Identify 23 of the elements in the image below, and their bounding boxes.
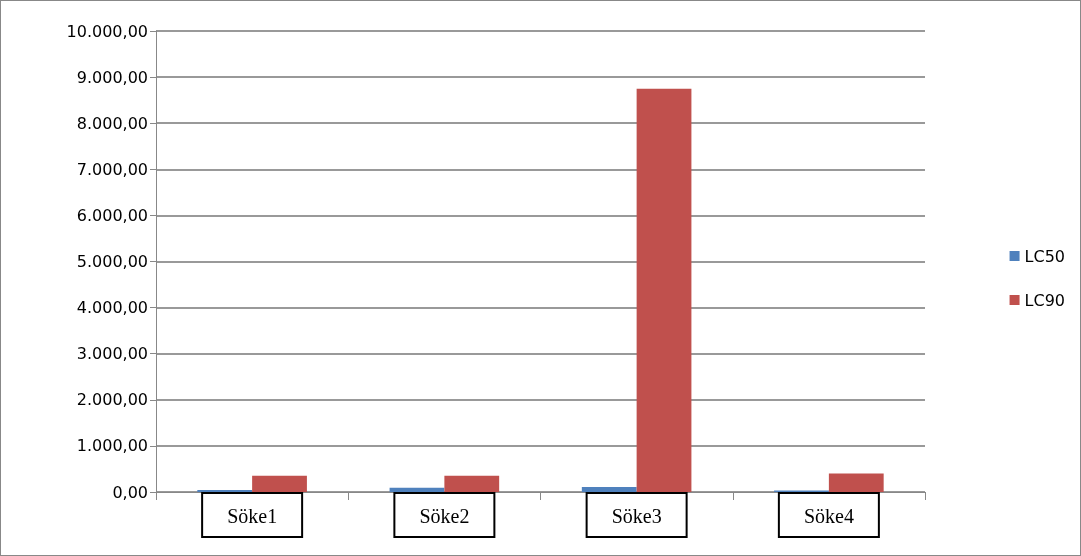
y-tick-label: 3.000,00: [76, 344, 148, 364]
legend-label: LC90: [1024, 290, 1066, 310]
y-tick-label: 8.000,00: [76, 113, 148, 133]
y-tick-label: 10.000,00: [66, 21, 148, 41]
y-tick-label: 7.000,00: [76, 159, 148, 179]
y-tick-label: 0,00: [112, 482, 148, 502]
y-tick-label: 9.000,00: [76, 67, 148, 87]
y-tick-label: 4.000,00: [76, 298, 148, 318]
y-tick-label: 6.000,00: [76, 205, 148, 225]
y-tick-label: 2.000,00: [76, 390, 148, 410]
y-tick-label: 5.000,00: [76, 252, 148, 271]
x-tick-label: Söke3: [611, 505, 662, 527]
bar: [444, 475, 500, 492]
bar: [581, 486, 637, 492]
bar: [389, 487, 445, 492]
x-tick-label: Söke2: [419, 505, 470, 527]
bar: [197, 489, 253, 492]
x-tick-label: Söke4: [803, 505, 854, 527]
bar: [828, 473, 884, 492]
legend-label: LC50: [1024, 246, 1066, 266]
bar: [252, 475, 307, 492]
x-tick-label: Söke1: [227, 505, 278, 527]
y-tick-label: 1.000,00: [76, 436, 148, 456]
